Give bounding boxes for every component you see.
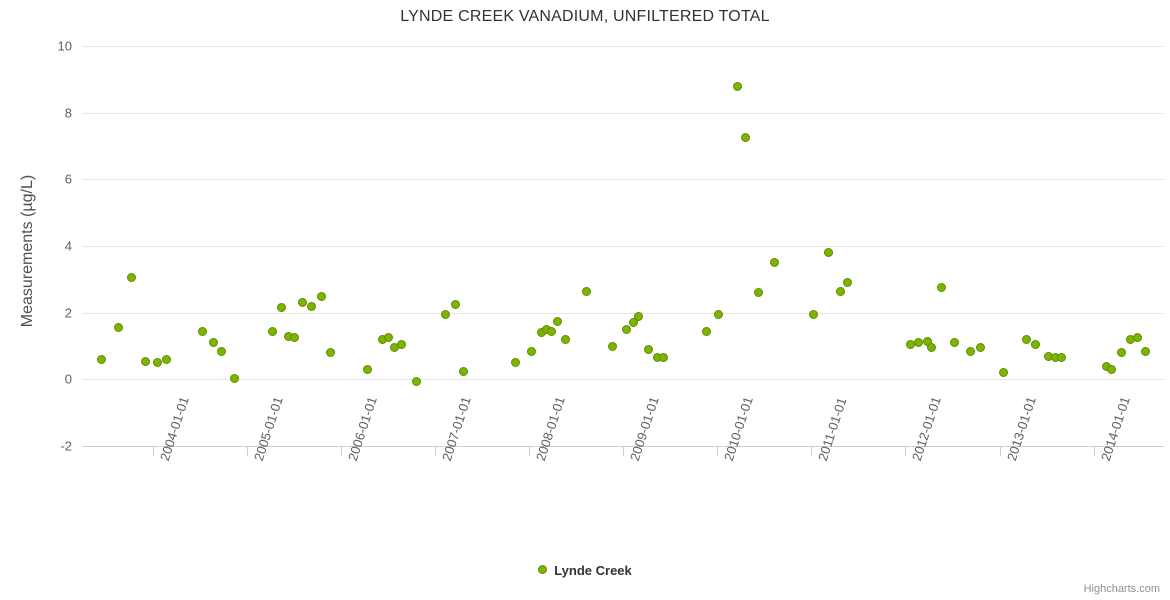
data-point[interactable]	[976, 343, 986, 353]
chart-title: LYNDE CREEK VANADIUM, UNFILTERED TOTAL	[400, 8, 770, 25]
data-point[interactable]	[96, 354, 106, 364]
data-point[interactable]	[1132, 333, 1142, 343]
x-axis-tick-mark	[341, 446, 343, 456]
y-axis-tick-label: 0	[64, 371, 72, 387]
data-point[interactable]	[926, 343, 936, 353]
x-axis-tick-mark	[905, 446, 907, 456]
data-point[interactable]	[450, 299, 460, 309]
y-axis-tick-label: 4	[64, 238, 72, 254]
gridline	[82, 246, 1164, 247]
data-point[interactable]	[1117, 348, 1127, 358]
y-axis-tick-label: 8	[64, 105, 72, 121]
data-point[interactable]	[126, 273, 136, 283]
data-point[interactable]	[307, 301, 317, 311]
data-point[interactable]	[1106, 364, 1116, 374]
data-point[interactable]	[1056, 353, 1066, 363]
gridline	[82, 112, 1164, 114]
data-point[interactable]	[913, 338, 923, 348]
data-point[interactable]	[197, 326, 207, 336]
gridline	[82, 179, 1164, 181]
data-point[interactable]	[298, 298, 308, 308]
x-axis-line	[82, 446, 1164, 447]
gridline	[82, 379, 1164, 381]
chart-legend[interactable]: Lynde Creek	[0, 562, 1170, 578]
data-point[interactable]	[268, 326, 278, 336]
data-point[interactable]	[754, 288, 764, 298]
data-point[interactable]	[290, 333, 300, 343]
data-point[interactable]	[732, 81, 742, 91]
data-point[interactable]	[629, 318, 639, 328]
data-point[interactable]	[658, 353, 668, 363]
data-point[interactable]	[633, 311, 643, 321]
data-point[interactable]	[397, 339, 407, 349]
x-axis-tick-mark	[529, 446, 531, 456]
y-axis-tick-label: 10	[57, 38, 72, 54]
data-point[interactable]	[209, 338, 219, 348]
data-point[interactable]	[384, 333, 394, 343]
data-point[interactable]	[936, 283, 946, 293]
y-axis-tick-label: -2	[60, 438, 72, 454]
data-point[interactable]	[440, 309, 450, 319]
data-point[interactable]	[842, 278, 852, 288]
gridline	[82, 312, 1164, 314]
data-point[interactable]	[1021, 334, 1031, 344]
data-point[interactable]	[141, 356, 151, 366]
data-point[interactable]	[836, 286, 846, 296]
x-axis-tick-mark	[247, 446, 249, 456]
x-axis-tick-mark	[152, 446, 154, 456]
data-point[interactable]	[411, 376, 421, 386]
x-axis-tick-mark	[717, 446, 719, 456]
legend-marker-icon	[538, 565, 548, 575]
data-point[interactable]	[809, 309, 819, 319]
data-point[interactable]	[769, 258, 779, 268]
y-axis-tick-labels: 10 8 6 4 2 0 -2	[12, 0, 72, 600]
data-point[interactable]	[713, 309, 723, 319]
data-point[interactable]	[644, 344, 654, 354]
data-point[interactable]	[458, 366, 468, 376]
legend-item-label: Lynde Creek	[554, 563, 632, 579]
data-point[interactable]	[1140, 346, 1150, 356]
data-point[interactable]	[153, 358, 163, 368]
y-axis-tick-label: 6	[64, 171, 72, 187]
gridline	[82, 46, 1164, 47]
data-point[interactable]	[998, 368, 1008, 378]
data-point[interactable]	[560, 334, 570, 344]
data-point[interactable]	[277, 303, 287, 313]
data-point[interactable]	[622, 324, 632, 334]
data-point[interactable]	[547, 326, 557, 336]
data-point[interactable]	[316, 291, 326, 301]
data-point[interactable]	[552, 316, 562, 326]
data-point[interactable]	[966, 346, 976, 356]
data-point[interactable]	[113, 323, 123, 333]
x-axis-tick-mark	[623, 446, 625, 456]
x-axis-tick-mark	[999, 446, 1001, 456]
x-axis-tick-mark	[811, 446, 813, 456]
data-point[interactable]	[511, 358, 521, 368]
data-point[interactable]	[1030, 339, 1040, 349]
data-point[interactable]	[526, 346, 536, 356]
data-point[interactable]	[217, 346, 227, 356]
plot-area	[82, 46, 1164, 447]
data-point[interactable]	[162, 354, 172, 364]
data-point[interactable]	[950, 338, 960, 348]
data-point[interactable]	[230, 374, 240, 384]
y-axis-tick-label: 2	[64, 305, 72, 321]
data-point[interactable]	[702, 326, 712, 336]
data-point[interactable]	[608, 341, 618, 351]
x-axis-tick-mark	[435, 446, 437, 456]
data-point[interactable]	[824, 248, 834, 258]
data-point[interactable]	[581, 286, 591, 296]
data-point[interactable]	[740, 133, 750, 143]
data-point[interactable]	[363, 364, 373, 374]
credits-label: Highcharts.com	[1083, 583, 1160, 595]
x-axis-tick-mark	[1093, 446, 1095, 456]
data-point[interactable]	[325, 348, 335, 358]
